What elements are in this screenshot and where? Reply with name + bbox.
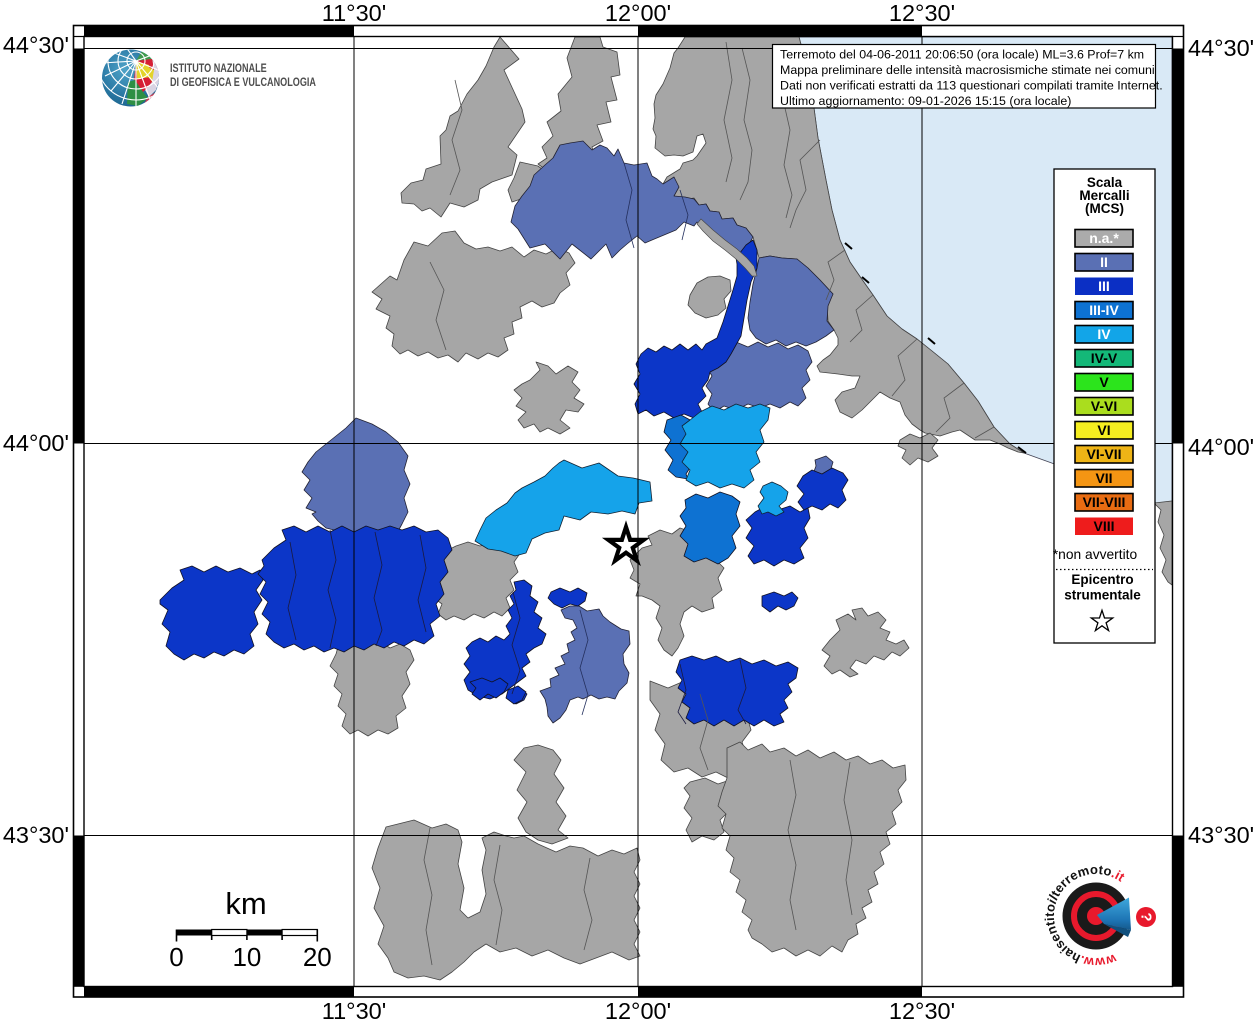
svg-text:0: 0 [169,942,183,972]
svg-text:12°30': 12°30' [889,998,955,1024]
svg-text:n.a.*: n.a.* [1089,230,1119,246]
svg-text:12°00': 12°00' [605,0,671,26]
svg-text:VII-VIII: VII-VIII [1083,494,1126,510]
svg-text:Ultimo aggiornamento: 09-01-20: Ultimo aggiornamento: 09-01-2026 15:15 (… [780,94,1071,108]
svg-text:12°00': 12°00' [605,998,671,1024]
svg-text:Mercalli: Mercalli [1079,188,1129,203]
svg-text:II: II [1100,254,1108,270]
svg-text:10: 10 [232,942,261,972]
svg-text:Scala: Scala [1087,175,1123,190]
svg-text:44°30': 44°30' [3,32,69,58]
svg-text:*non avvertito: *non avvertito [1053,547,1138,562]
svg-text:Epicentro: Epicentro [1071,572,1133,587]
svg-text:Terremoto del 04-06-2011 20:06: Terremoto del 04-06-2011 20:06:50 (ora l… [780,48,1144,62]
svg-text:VII: VII [1095,470,1112,486]
svg-text:ISTITUTO NAZIONALE: ISTITUTO NAZIONALE [170,63,267,75]
svg-text:IV: IV [1097,326,1111,342]
svg-text:(MCS): (MCS) [1085,201,1124,216]
svg-text:44°30': 44°30' [1188,35,1254,61]
svg-text:III-IV: III-IV [1089,302,1119,318]
svg-text:44°00': 44°00' [3,430,69,456]
svg-text:DI GEOFISICA E VULCANOLOGIA: DI GEOFISICA E VULCANOLOGIA [170,77,316,89]
svg-text:12°30': 12°30' [889,0,955,26]
svg-text:VI: VI [1097,422,1110,438]
svg-text:Mappa preliminare delle intens: Mappa preliminare delle intensità macros… [780,63,1155,77]
svg-text:strumentale: strumentale [1064,588,1141,603]
svg-text:V-VI: V-VI [1091,398,1117,414]
svg-text:V: V [1099,374,1109,390]
svg-text:43°30': 43°30' [1188,822,1254,848]
svg-text:IV-V: IV-V [1091,350,1118,366]
svg-text:VI-VII: VI-VII [1086,446,1121,462]
svg-text:km: km [225,886,266,921]
svg-text:?: ? [1138,912,1155,921]
svg-text:44°00': 44°00' [1188,434,1254,460]
svg-text:11°30': 11°30' [322,0,386,26]
svg-text:20: 20 [303,942,332,972]
svg-text:11°30': 11°30' [322,998,386,1024]
svg-text:III: III [1098,278,1110,294]
svg-text:VIII: VIII [1093,518,1114,534]
svg-text:43°30': 43°30' [3,822,69,848]
svg-text:Dati non verificati estratti d: Dati non verificati estratti da 113 ques… [780,79,1163,93]
